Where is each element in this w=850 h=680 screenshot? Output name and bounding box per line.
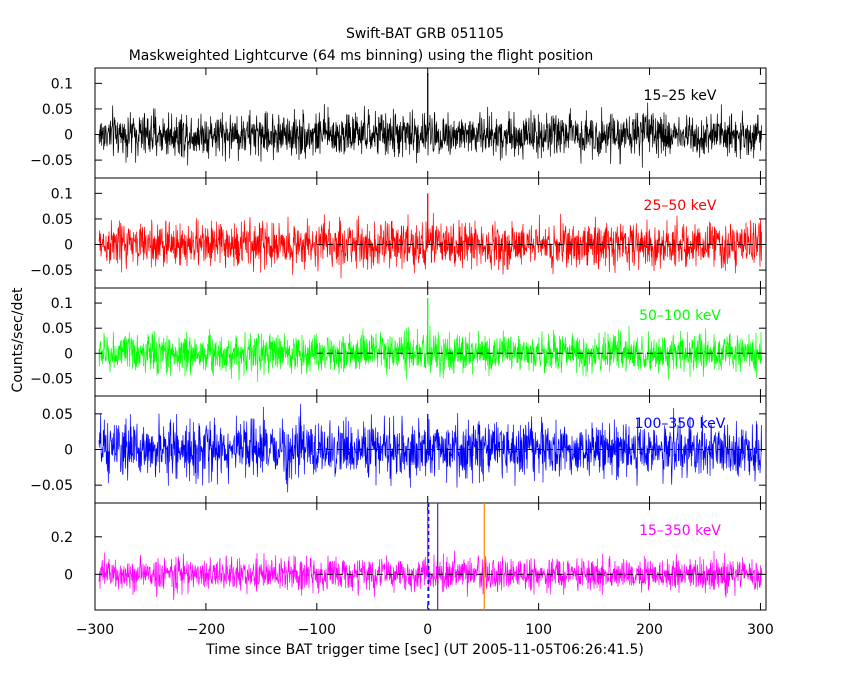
y-tick-label: −0.05 — [30, 153, 73, 169]
y-tick-label: −0.05 — [30, 263, 73, 279]
band-label: 15–25 keV — [644, 88, 717, 104]
chart-subtitle: Maskweighted Lightcurve (64 ms binning) … — [129, 48, 594, 64]
x-tick-label: 300 — [747, 622, 774, 638]
y-tick-label: 0.05 — [42, 407, 73, 423]
panel-4: −0.05 0 0.05 100–350 keV — [30, 395, 767, 504]
y-tick-label: 0.05 — [42, 212, 73, 228]
panel-frame — [94, 502, 767, 611]
x-axis-tick-labels: −300 −200 −100 0 100 200 300 — [76, 622, 774, 638]
trigger-markers — [427, 503, 485, 610]
y-axis-label: Counts/sec/det — [10, 287, 26, 392]
y-tick-label: 0.1 — [51, 296, 73, 312]
y-tick-label: −0.05 — [30, 371, 73, 387]
band-label: 100–350 keV — [635, 416, 726, 432]
y-tick-label: 0 — [64, 128, 73, 144]
y-tick-label: 0.1 — [51, 76, 73, 92]
series-trace — [98, 212, 763, 279]
band-label: 50–100 keV — [639, 308, 721, 324]
band-label: 25–50 keV — [644, 198, 717, 214]
panel-3: −0.05 0 0.05 0.1 50–100 keV — [30, 287, 767, 397]
x-tick-label: 100 — [525, 622, 552, 638]
panel-2: −0.05 0 0.05 0.1 25–50 keV — [30, 177, 767, 289]
y-tick-label: 0.05 — [42, 321, 73, 337]
x-tick-label: 0 — [423, 622, 432, 638]
series-trace — [98, 403, 763, 493]
y-tick-label: 0 — [64, 567, 73, 583]
panel-1: −0.05 0 0.05 0.1 15–25 keV — [30, 67, 767, 179]
series-trace — [98, 102, 763, 168]
band-label: 15–350 keV — [639, 523, 721, 539]
x-tick-label: −300 — [76, 622, 114, 638]
panels-group: −0.05 0 0.05 0.1 15–25 keV −0.05 0 0.05 0.1 25–50… — [30, 67, 767, 611]
series-trace — [98, 325, 763, 382]
panel-5: 0 0.2 15–350 keV — [51, 502, 767, 611]
y-tick-label: 0 — [64, 238, 73, 254]
y-tick-label: 0.1 — [51, 186, 73, 202]
y-tick-label: 0 — [64, 443, 73, 459]
x-tick-label: 200 — [636, 622, 663, 638]
y-tick-label: 0.05 — [42, 102, 73, 118]
y-tick-label: 0.2 — [51, 530, 73, 546]
y-tick-label: 0 — [64, 346, 73, 362]
y-tick-label: −0.05 — [30, 478, 73, 494]
x-axis-label: Time since BAT trigger time [sec] (UT 20… — [205, 642, 644, 658]
series-trace — [98, 550, 763, 600]
chart-title: Swift-BAT GRB 051105 — [346, 26, 504, 42]
x-tick-label: −100 — [298, 622, 336, 638]
x-tick-label: −200 — [187, 622, 225, 638]
